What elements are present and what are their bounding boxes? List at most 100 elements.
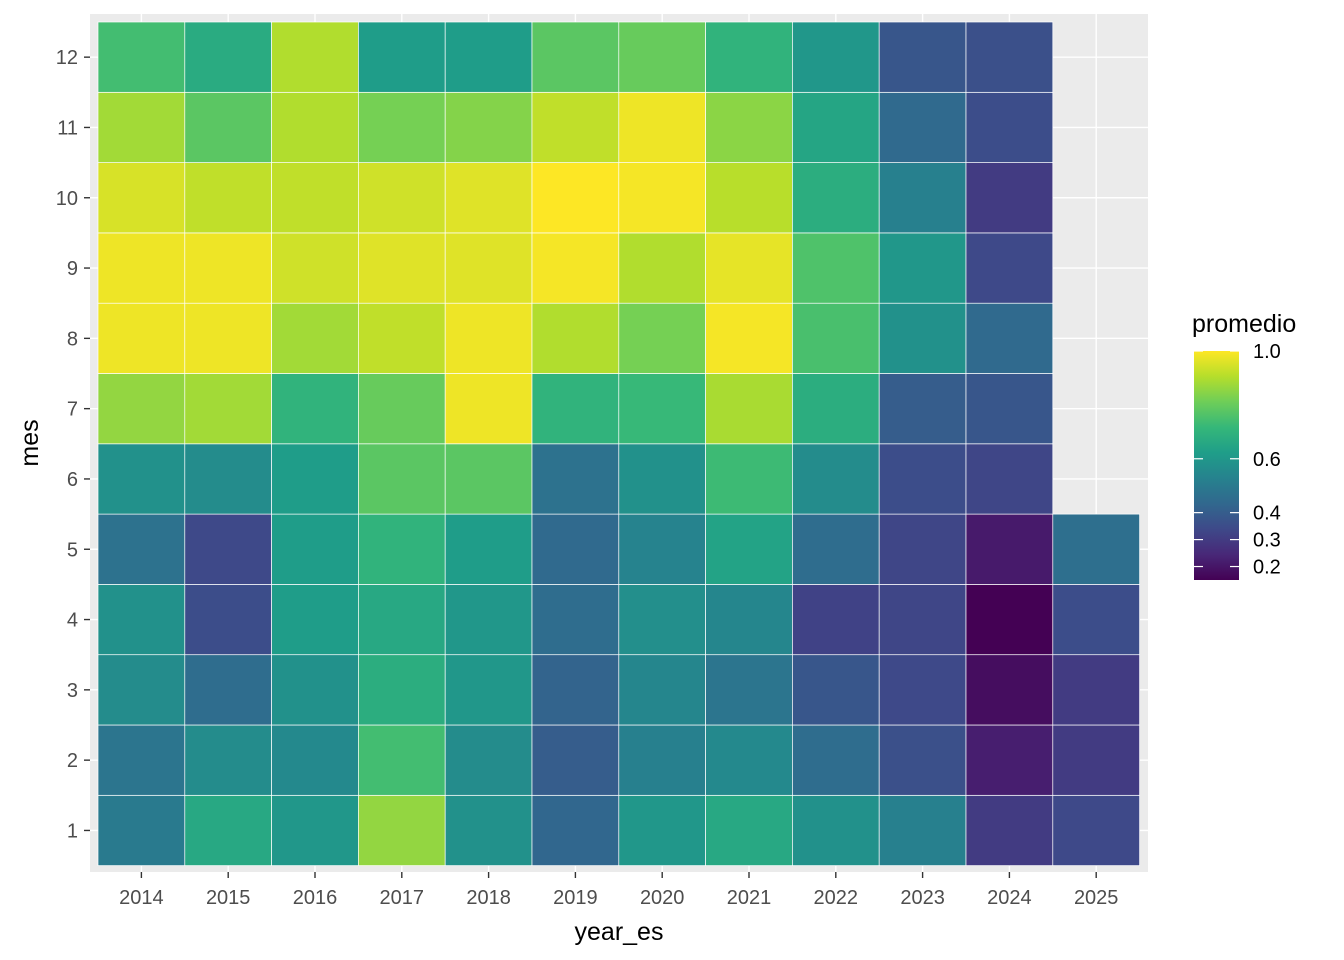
y-tick-label: 2: [67, 750, 78, 772]
color-legend: promedio 1.0 0.6 0.4 0.3 0.2: [1192, 310, 1296, 580]
heatmap-tile: [444, 21, 533, 93]
heatmap-tile: [271, 794, 359, 866]
y-tick-label: 9: [67, 258, 78, 280]
heatmap-tile: [444, 794, 533, 866]
heatmap-tile: [1052, 724, 1140, 796]
heatmap-tile: [358, 654, 446, 726]
heatmap-tile: [792, 373, 880, 445]
heatmap-tile: [618, 373, 706, 445]
heatmap-tile: [271, 584, 359, 656]
x-axis-title: year_es: [575, 918, 664, 946]
legend-label: 0.2: [1253, 557, 1281, 579]
heatmap-tile: [792, 162, 880, 234]
heatmap-tile: [878, 513, 967, 585]
heatmap-tile: [97, 654, 186, 726]
heatmap-tile: [618, 91, 706, 163]
y-axis-title: mes: [16, 419, 44, 466]
x-tick-label: 2017: [380, 887, 425, 909]
heatmap-tile: [878, 373, 967, 445]
heatmap-tile: [271, 232, 359, 304]
heatmap-tile: [705, 21, 793, 93]
heatmap-tile: [705, 443, 793, 515]
y-tick-label: 6: [67, 469, 78, 491]
heatmap-tile: [792, 584, 880, 656]
heatmap-tile: [965, 162, 1054, 234]
heatmap-tile: [358, 794, 446, 866]
heatmap-tile: [444, 513, 533, 585]
heatmap-tile: [184, 724, 272, 796]
y-tick-label: 8: [67, 328, 78, 350]
heatmap-tile: [705, 654, 793, 726]
heatmap-tile: [271, 302, 359, 374]
heatmap-tile: [705, 232, 793, 304]
heatmap-tile: [965, 584, 1054, 656]
heatmap-tile: [444, 724, 533, 796]
heatmap-tile: [531, 162, 620, 234]
heatmap-tile: [531, 443, 620, 515]
y-tick-label: 1: [67, 820, 78, 842]
heatmap-tile: [792, 91, 880, 163]
heatmap-tile: [1052, 584, 1140, 656]
heatmap-tile: [97, 162, 186, 234]
heatmap-tile: [444, 162, 533, 234]
heatmap-tile: [97, 91, 186, 163]
heatmap-tile: [271, 724, 359, 796]
heatmap-tile: [965, 91, 1054, 163]
heatmap-tile: [358, 443, 446, 515]
heatmap-tile: [358, 21, 446, 93]
heatmap-tile: [184, 91, 272, 163]
heatmap-tile: [531, 724, 620, 796]
heatmap-tile: [705, 513, 793, 585]
heatmap-tile: [184, 794, 272, 866]
heatmap-tile: [878, 584, 967, 656]
heatmap-tile: [358, 91, 446, 163]
heatmap-tile: [531, 794, 620, 866]
heatmap-tile: [705, 302, 793, 374]
heatmap-tile: [184, 373, 272, 445]
heatmap-tile: [358, 724, 446, 796]
heatmap-tile: [792, 654, 880, 726]
heatmap-tile: [792, 232, 880, 304]
heatmap-tile: [965, 302, 1054, 374]
heatmap-tile: [97, 232, 186, 304]
heatmap-tile: [618, 654, 706, 726]
heatmap-tile: [531, 654, 620, 726]
heatmap-tile: [97, 443, 186, 515]
x-tick-label: 2025: [1074, 887, 1119, 909]
heatmap-tile: [878, 232, 967, 304]
heatmap-tile: [878, 162, 967, 234]
heatmap-tile: [271, 162, 359, 234]
heatmap-tile: [618, 794, 706, 866]
heatmap-tile: [878, 794, 967, 866]
heatmap-tile: [531, 302, 620, 374]
heatmap-tile: [878, 724, 967, 796]
x-axis: 2014 2015 2016 2017 2018 2019 2020 2021 2022 2023…: [119, 872, 1118, 909]
heatmap-tile: [271, 21, 359, 93]
heatmap-tile: [97, 794, 186, 866]
heatmap-tile: [531, 373, 620, 445]
heatmap-tile: [965, 21, 1054, 93]
heatmap-tile: [792, 724, 880, 796]
legend-label: 0.3: [1253, 530, 1281, 552]
heatmap-tile: [444, 91, 533, 163]
heatmap-tile: [878, 21, 967, 93]
heatmap-tile: [184, 232, 272, 304]
heatmap-tile: [271, 513, 359, 585]
heatmap-tile: [965, 654, 1054, 726]
heatmap-tile: [184, 584, 272, 656]
x-tick-label: 2015: [206, 887, 251, 909]
heatmap-tile: [97, 724, 186, 796]
y-tick-label: 7: [67, 399, 78, 421]
x-tick-label: 2023: [900, 887, 945, 909]
heatmap-tile: [271, 443, 359, 515]
heatmap-tile: [358, 584, 446, 656]
legend-title: promedio: [1192, 310, 1296, 338]
heatmap-tile: [878, 443, 967, 515]
heatmap-tile: [97, 21, 186, 93]
heatmap-tile: [705, 373, 793, 445]
heatmap-tiles: [97, 21, 1140, 866]
legend-label: 0.4: [1253, 503, 1281, 525]
heatmap-tile: [618, 513, 706, 585]
y-tick-label: 10: [56, 188, 78, 210]
